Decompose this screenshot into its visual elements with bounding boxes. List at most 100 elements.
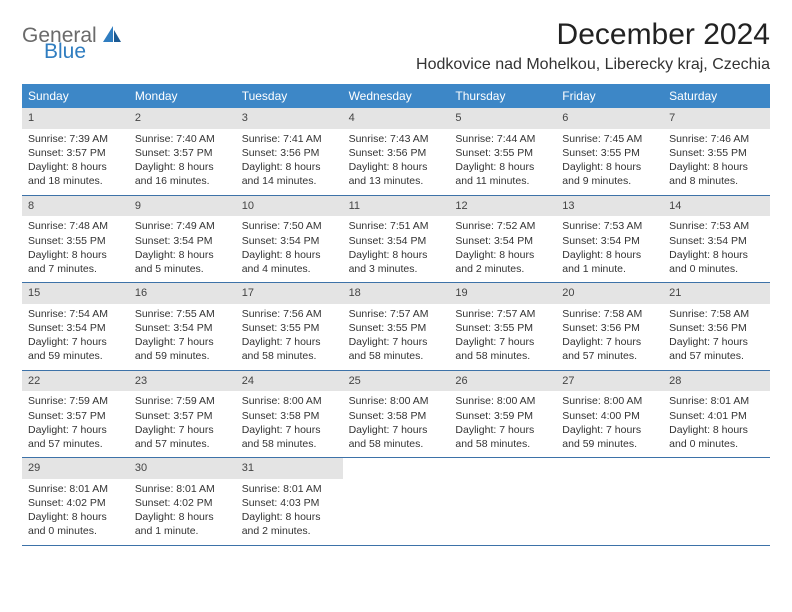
- day-details: Sunrise: 7:58 AMSunset: 3:56 PMDaylight:…: [663, 304, 770, 370]
- sunrise-text: Sunrise: 7:57 AM: [349, 307, 444, 321]
- date-number: 23: [129, 371, 236, 392]
- day-cell: 13Sunrise: 7:53 AMSunset: 3:54 PMDayligh…: [556, 196, 663, 283]
- sunset-text: Sunset: 3:55 PM: [455, 321, 550, 335]
- daylight-text: Daylight: 7 hours and 58 minutes.: [242, 335, 337, 363]
- sunset-text: Sunset: 3:56 PM: [562, 321, 657, 335]
- date-number: 11: [343, 196, 450, 217]
- brand-logo: General Blue: [22, 24, 123, 65]
- day-details: Sunrise: 7:57 AMSunset: 3:55 PMDaylight:…: [343, 304, 450, 370]
- sunset-text: Sunset: 3:56 PM: [242, 146, 337, 160]
- page-header: General Blue December 2024 Hodkovice nad…: [22, 18, 770, 74]
- day-cell: 1Sunrise: 7:39 AMSunset: 3:57 PMDaylight…: [22, 108, 129, 195]
- date-number: 26: [449, 371, 556, 392]
- day-cell: 2Sunrise: 7:40 AMSunset: 3:57 PMDaylight…: [129, 108, 236, 195]
- day-details: Sunrise: 8:00 AMSunset: 3:59 PMDaylight:…: [449, 391, 556, 457]
- sunset-text: Sunset: 4:03 PM: [242, 496, 337, 510]
- day-details: Sunrise: 7:46 AMSunset: 3:55 PMDaylight:…: [663, 129, 770, 195]
- sunrise-text: Sunrise: 7:43 AM: [349, 132, 444, 146]
- day-cell: 28Sunrise: 8:01 AMSunset: 4:01 PMDayligh…: [663, 371, 770, 458]
- day-details: Sunrise: 7:49 AMSunset: 3:54 PMDaylight:…: [129, 216, 236, 282]
- daylight-text: Daylight: 7 hours and 57 minutes.: [562, 335, 657, 363]
- daylight-text: Daylight: 7 hours and 58 minutes.: [455, 335, 550, 363]
- day-details: Sunrise: 7:39 AMSunset: 3:57 PMDaylight:…: [22, 129, 129, 195]
- sunrise-text: Sunrise: 7:39 AM: [28, 132, 123, 146]
- sunset-text: Sunset: 3:58 PM: [242, 409, 337, 423]
- day-cell: 21Sunrise: 7:58 AMSunset: 3:56 PMDayligh…: [663, 283, 770, 370]
- daylight-text: Daylight: 7 hours and 58 minutes.: [349, 423, 444, 451]
- month-title: December 2024: [416, 18, 770, 52]
- daylight-text: Daylight: 8 hours and 2 minutes.: [242, 510, 337, 538]
- day-cell: 20Sunrise: 7:58 AMSunset: 3:56 PMDayligh…: [556, 283, 663, 370]
- date-number: 21: [663, 283, 770, 304]
- sunrise-text: Sunrise: 7:52 AM: [455, 219, 550, 233]
- daylight-text: Daylight: 8 hours and 3 minutes.: [349, 248, 444, 276]
- day-details: Sunrise: 7:52 AMSunset: 3:54 PMDaylight:…: [449, 216, 556, 282]
- daylight-text: Daylight: 7 hours and 59 minutes.: [28, 335, 123, 363]
- date-number: 15: [22, 283, 129, 304]
- date-number: 14: [663, 196, 770, 217]
- sunset-text: Sunset: 4:02 PM: [135, 496, 230, 510]
- day-cell: 18Sunrise: 7:57 AMSunset: 3:55 PMDayligh…: [343, 283, 450, 370]
- daylight-text: Daylight: 7 hours and 57 minutes.: [28, 423, 123, 451]
- empty-cell: [556, 458, 663, 545]
- sunset-text: Sunset: 3:55 PM: [28, 234, 123, 248]
- day-details: Sunrise: 8:00 AMSunset: 3:58 PMDaylight:…: [236, 391, 343, 457]
- day-cell: 8Sunrise: 7:48 AMSunset: 3:55 PMDaylight…: [22, 196, 129, 283]
- day-cell: 4Sunrise: 7:43 AMSunset: 3:56 PMDaylight…: [343, 108, 450, 195]
- sunrise-text: Sunrise: 8:01 AM: [242, 482, 337, 496]
- sunrise-text: Sunrise: 7:51 AM: [349, 219, 444, 233]
- sunset-text: Sunset: 3:59 PM: [455, 409, 550, 423]
- sunrise-text: Sunrise: 7:58 AM: [669, 307, 764, 321]
- sunrise-text: Sunrise: 7:46 AM: [669, 132, 764, 146]
- sunrise-text: Sunrise: 7:53 AM: [562, 219, 657, 233]
- date-number: 7: [663, 108, 770, 129]
- weekday-header: Friday: [556, 84, 663, 108]
- date-number: 3: [236, 108, 343, 129]
- day-details: Sunrise: 7:59 AMSunset: 3:57 PMDaylight:…: [129, 391, 236, 457]
- weekday-header: Sunday: [22, 84, 129, 108]
- day-cell: 6Sunrise: 7:45 AMSunset: 3:55 PMDaylight…: [556, 108, 663, 195]
- day-details: Sunrise: 7:44 AMSunset: 3:55 PMDaylight:…: [449, 129, 556, 195]
- week-row: 1Sunrise: 7:39 AMSunset: 3:57 PMDaylight…: [22, 108, 770, 196]
- day-details: Sunrise: 8:01 AMSunset: 4:03 PMDaylight:…: [236, 479, 343, 545]
- sunset-text: Sunset: 3:55 PM: [242, 321, 337, 335]
- day-details: Sunrise: 7:54 AMSunset: 3:54 PMDaylight:…: [22, 304, 129, 370]
- sunrise-text: Sunrise: 8:00 AM: [455, 394, 550, 408]
- calendar-page: General Blue December 2024 Hodkovice nad…: [0, 0, 792, 564]
- day-details: Sunrise: 7:40 AMSunset: 3:57 PMDaylight:…: [129, 129, 236, 195]
- sunset-text: Sunset: 3:57 PM: [28, 409, 123, 423]
- day-cell: 25Sunrise: 8:00 AMSunset: 3:58 PMDayligh…: [343, 371, 450, 458]
- date-number: 8: [22, 196, 129, 217]
- title-block: December 2024 Hodkovice nad Mohelkou, Li…: [416, 18, 770, 74]
- date-number: 9: [129, 196, 236, 217]
- day-details: Sunrise: 7:57 AMSunset: 3:55 PMDaylight:…: [449, 304, 556, 370]
- sunrise-text: Sunrise: 7:40 AM: [135, 132, 230, 146]
- date-number: 2: [129, 108, 236, 129]
- day-details: Sunrise: 8:00 AMSunset: 4:00 PMDaylight:…: [556, 391, 663, 457]
- daylight-text: Daylight: 8 hours and 0 minutes.: [669, 248, 764, 276]
- day-cell: 16Sunrise: 7:55 AMSunset: 3:54 PMDayligh…: [129, 283, 236, 370]
- daylight-text: Daylight: 8 hours and 14 minutes.: [242, 160, 337, 188]
- sunset-text: Sunset: 3:56 PM: [349, 146, 444, 160]
- daylight-text: Daylight: 7 hours and 57 minutes.: [135, 423, 230, 451]
- daylight-text: Daylight: 7 hours and 59 minutes.: [135, 335, 230, 363]
- day-details: Sunrise: 7:55 AMSunset: 3:54 PMDaylight:…: [129, 304, 236, 370]
- brand-text: General Blue: [22, 27, 97, 62]
- day-cell: 29Sunrise: 8:01 AMSunset: 4:02 PMDayligh…: [22, 458, 129, 545]
- date-number: 5: [449, 108, 556, 129]
- day-cell: 27Sunrise: 8:00 AMSunset: 4:00 PMDayligh…: [556, 371, 663, 458]
- daylight-text: Daylight: 8 hours and 5 minutes.: [135, 248, 230, 276]
- sunset-text: Sunset: 3:58 PM: [349, 409, 444, 423]
- sunset-text: Sunset: 3:54 PM: [562, 234, 657, 248]
- date-number: 22: [22, 371, 129, 392]
- sunset-text: Sunset: 3:54 PM: [455, 234, 550, 248]
- date-number: 17: [236, 283, 343, 304]
- week-row: 15Sunrise: 7:54 AMSunset: 3:54 PMDayligh…: [22, 283, 770, 371]
- day-cell: 11Sunrise: 7:51 AMSunset: 3:54 PMDayligh…: [343, 196, 450, 283]
- day-cell: 9Sunrise: 7:49 AMSunset: 3:54 PMDaylight…: [129, 196, 236, 283]
- date-number: 19: [449, 283, 556, 304]
- day-details: Sunrise: 7:45 AMSunset: 3:55 PMDaylight:…: [556, 129, 663, 195]
- empty-cell: [449, 458, 556, 545]
- sunset-text: Sunset: 3:54 PM: [135, 321, 230, 335]
- daylight-text: Daylight: 7 hours and 58 minutes.: [349, 335, 444, 363]
